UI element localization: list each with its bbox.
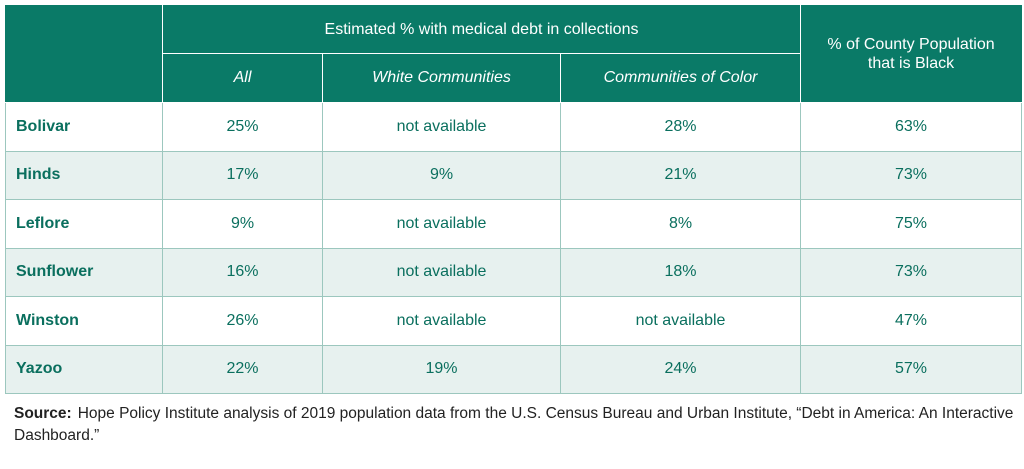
color-cell: 8% xyxy=(559,199,802,249)
white-communities-column-header: White Communities xyxy=(322,53,561,103)
all-cell: 22% xyxy=(162,344,323,394)
black-population-cell: 47% xyxy=(800,296,1023,346)
white-cell: 9% xyxy=(322,150,561,200)
county-column-header xyxy=(5,5,163,103)
source-text: Hope Policy Institute analysis of 2019 p… xyxy=(14,405,1014,444)
black-population-header: % of County Population that is Black xyxy=(800,5,1023,103)
source-label: Source: xyxy=(14,405,72,422)
table-row: Bolivar 25% not available 28% 63% xyxy=(5,102,1023,152)
county-cell: Winston xyxy=(5,296,163,346)
table-body: Bolivar 25% not available 28% 63% Hinds … xyxy=(5,102,1023,394)
communities-of-color-column-header: Communities of Color xyxy=(559,53,802,103)
all-cell: 9% xyxy=(162,199,323,249)
white-cell: not available xyxy=(322,296,561,346)
medical-debt-table-container: Estimated % with medical debt in collect… xyxy=(5,5,1023,394)
color-cell: 24% xyxy=(559,344,802,394)
all-cell: 16% xyxy=(162,247,323,297)
black-population-cell: 63% xyxy=(800,102,1023,152)
white-cell: not available xyxy=(322,247,561,297)
table-row: Hinds 17% 9% 21% 73% xyxy=(5,150,1023,200)
medical-debt-group-header: Estimated % with medical debt in collect… xyxy=(161,5,802,54)
white-cell: 19% xyxy=(322,344,561,394)
white-cell: not available xyxy=(322,102,561,152)
all-cell: 17% xyxy=(162,150,323,200)
county-cell: Leflore xyxy=(5,199,163,249)
county-cell: Bolivar xyxy=(5,102,163,152)
black-population-cell: 73% xyxy=(800,247,1023,297)
medical-debt-table: Estimated % with medical debt in collect… xyxy=(5,5,1023,394)
black-population-cell: 57% xyxy=(800,344,1023,394)
black-population-cell: 73% xyxy=(800,150,1023,200)
all-column-header: All xyxy=(162,53,323,103)
black-population-cell: 75% xyxy=(800,199,1023,249)
table-row: Yazoo 22% 19% 24% 57% xyxy=(5,344,1023,394)
all-cell: 26% xyxy=(162,296,323,346)
table-row: Sunflower 16% not available 18% 73% xyxy=(5,247,1023,297)
all-cell: 25% xyxy=(162,102,323,152)
table-row: Leflore 9% not available 8% 75% xyxy=(5,199,1023,249)
source-note: Source: Hope Policy Institute analysis of… xyxy=(14,403,1014,447)
color-cell: 18% xyxy=(559,247,802,297)
table-row: Winston 26% not available not available … xyxy=(5,296,1023,346)
table-header: Estimated % with medical debt in collect… xyxy=(5,5,1023,103)
color-cell: 21% xyxy=(559,150,802,200)
color-cell: not available xyxy=(559,296,802,346)
color-cell: 28% xyxy=(559,102,802,152)
county-cell: Yazoo xyxy=(5,344,163,394)
county-cell: Sunflower xyxy=(5,247,163,297)
white-cell: not available xyxy=(322,199,561,249)
county-cell: Hinds xyxy=(5,150,163,200)
